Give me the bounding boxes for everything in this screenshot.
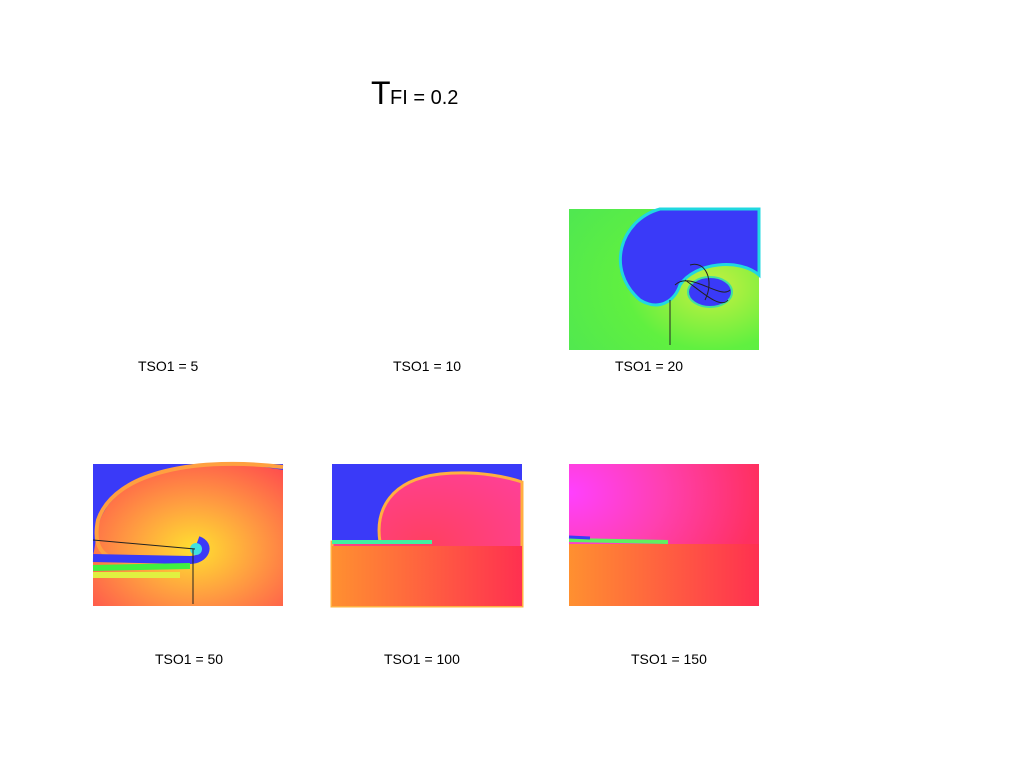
panel-label: TSO1 = 150 xyxy=(631,651,707,667)
panel-label: TSO1 = 10 xyxy=(393,358,461,374)
panel-image xyxy=(568,464,759,606)
panel-label: TSO1 = 100 xyxy=(384,651,460,667)
panel-image xyxy=(330,464,524,608)
panel-label: TSO1 = 5 xyxy=(138,358,199,374)
panel-image xyxy=(569,207,761,350)
title-rest: FI = 0.2 xyxy=(390,87,458,109)
panel-label: TSO1 = 20 xyxy=(615,358,683,374)
title-prefix: T xyxy=(371,75,391,111)
panel-label: TSO1 = 50 xyxy=(155,651,223,667)
panel-image xyxy=(92,461,284,606)
